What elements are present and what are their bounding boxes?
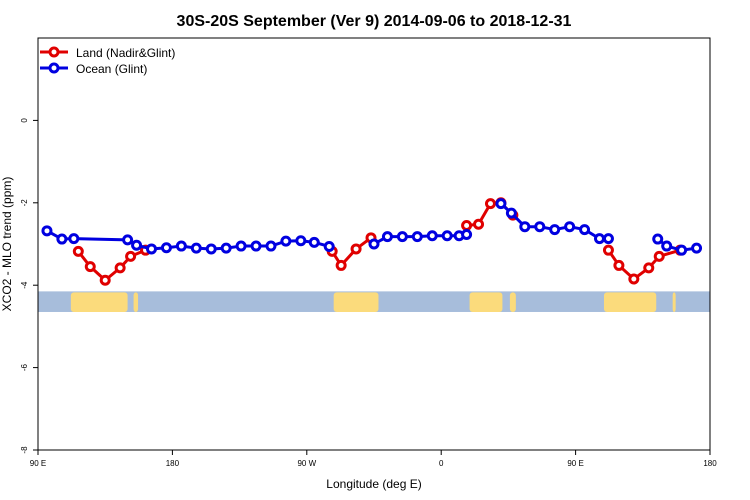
data-point	[99, 274, 111, 286]
legend-ocean-label: Ocean (Glint)	[76, 62, 147, 76]
x-tick-label: 90 E	[567, 459, 583, 468]
data-point	[534, 221, 546, 233]
data-point	[56, 233, 68, 245]
data-point	[564, 221, 576, 233]
data-point	[368, 238, 380, 250]
x-tick-label: 90 E	[30, 459, 46, 468]
data-point	[220, 242, 232, 254]
legend-ocean-marker	[48, 62, 60, 74]
data-point	[84, 261, 96, 273]
data-point	[495, 198, 507, 210]
data-point	[265, 240, 277, 252]
data-point	[676, 244, 688, 256]
y-tick-label: -8	[20, 446, 29, 454]
y-tick-label: 0	[20, 118, 29, 123]
y-axis: 0 -2 -4 -6 -8	[20, 118, 38, 454]
x-axis: 90 E 180 90 W 0 90 E 180	[30, 450, 717, 468]
data-point	[381, 231, 393, 243]
land-ocean-band	[38, 291, 710, 312]
land-region	[70, 292, 128, 312]
data-point	[691, 242, 703, 254]
data-point	[579, 224, 591, 236]
data-point	[41, 225, 53, 237]
y-tick-label: -4	[20, 281, 29, 289]
series-line	[330, 236, 372, 267]
data-point	[175, 240, 187, 252]
chart-title: 30S-20S September (Ver 9) 2014-09-06 to …	[177, 13, 572, 30]
data-point	[426, 230, 438, 242]
land-region	[603, 292, 657, 312]
data-point	[628, 273, 640, 285]
land-region	[672, 292, 676, 312]
series-ocean	[41, 198, 703, 256]
data-point	[280, 235, 292, 247]
series-line	[656, 237, 697, 252]
x-tick-label: 0	[439, 459, 444, 468]
x-axis-label: Longitude (deg E)	[326, 477, 421, 491]
land-region	[333, 292, 379, 312]
land-region	[469, 292, 503, 312]
data-point	[652, 233, 664, 245]
data-point	[323, 240, 335, 252]
data-point	[441, 230, 453, 242]
data-point	[602, 244, 614, 256]
data-point	[145, 243, 157, 255]
data-point	[661, 240, 673, 252]
y-tick-label: -2	[20, 199, 29, 207]
data-point	[190, 242, 202, 254]
data-point	[122, 234, 134, 246]
data-point	[473, 218, 485, 230]
data-point	[653, 250, 665, 262]
land-region	[133, 292, 139, 312]
data-point	[396, 231, 408, 243]
y-axis-label: XCO2 - MLO trend (ppm)	[0, 177, 14, 312]
legend: Land (Nadir&Glint) Ocean (Glint)	[40, 46, 175, 76]
y-tick-label: -6	[20, 363, 29, 371]
data-point	[350, 243, 362, 255]
data-point	[125, 250, 137, 262]
data-point	[131, 239, 143, 251]
data-point	[114, 262, 126, 274]
legend-land-marker	[48, 46, 60, 58]
data-point	[461, 219, 473, 231]
data-point	[250, 240, 262, 252]
data-point	[335, 259, 347, 271]
series-layer	[41, 197, 703, 286]
data-point	[205, 243, 217, 255]
data-point	[505, 207, 517, 219]
legend-land-label: Land (Nadir&Glint)	[76, 46, 175, 60]
data-point	[461, 229, 473, 241]
x-tick-label: 180	[166, 459, 180, 468]
data-point	[549, 224, 561, 236]
data-point	[484, 198, 496, 210]
data-point	[160, 242, 172, 254]
data-point	[235, 240, 247, 252]
data-point	[602, 233, 614, 245]
data-point	[72, 245, 84, 257]
data-point	[68, 233, 80, 245]
data-point	[613, 259, 625, 271]
x-tick-label: 90 W	[297, 459, 316, 468]
x-tick-label: 180	[703, 459, 717, 468]
plot-frame	[37, 37, 711, 451]
data-point	[411, 231, 423, 243]
data-point	[593, 233, 605, 245]
data-point	[519, 221, 531, 233]
land-region	[509, 292, 516, 312]
data-point	[308, 236, 320, 248]
data-point	[643, 262, 655, 274]
data-point	[295, 235, 307, 247]
